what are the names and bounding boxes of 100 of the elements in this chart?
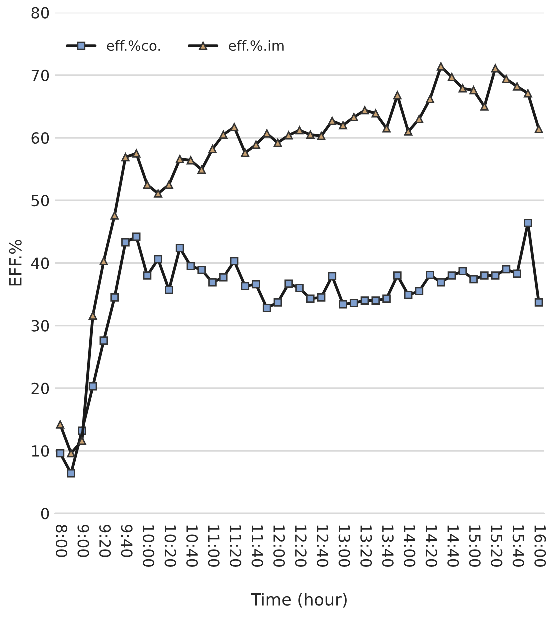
point — [491, 64, 500, 73]
point — [78, 436, 86, 446]
point — [382, 124, 391, 133]
point — [339, 121, 348, 130]
point — [230, 123, 239, 132]
point — [350, 299, 358, 308]
point — [328, 116, 337, 126]
point — [110, 293, 119, 302]
point — [154, 190, 163, 198]
x-tick-label: 9:20 — [100, 524, 112, 558]
point — [67, 469, 76, 478]
point — [208, 278, 217, 287]
point — [393, 91, 402, 100]
point — [502, 75, 511, 84]
point — [143, 272, 152, 280]
point — [524, 89, 532, 98]
point — [56, 420, 65, 429]
point — [415, 287, 424, 296]
y-tick-label: 30 — [32, 320, 50, 332]
point — [100, 336, 108, 346]
y-tick-label: 70 — [32, 70, 50, 82]
point — [306, 294, 315, 304]
y-tick-label: 10 — [32, 445, 50, 458]
point — [382, 294, 391, 304]
point — [219, 130, 228, 140]
point — [404, 290, 413, 300]
y-tick-label: 20 — [32, 382, 50, 394]
point — [176, 155, 184, 164]
x-tick-label: 13:40 — [382, 526, 394, 568]
x-tick-label: 14:20 — [426, 526, 438, 568]
point — [252, 140, 260, 150]
point — [262, 304, 272, 312]
point — [198, 266, 206, 274]
point — [328, 272, 337, 281]
point — [470, 86, 478, 95]
point — [132, 150, 141, 158]
point — [513, 270, 522, 278]
point — [176, 244, 184, 252]
point — [198, 166, 206, 174]
x-tick-label: 10:00 — [143, 526, 155, 568]
y-tick-label: 80 — [32, 7, 50, 19]
point — [339, 300, 348, 309]
y-tick-label: 40 — [31, 258, 50, 270]
legend-label: eff.%co. — [107, 40, 160, 52]
point — [317, 132, 326, 140]
x-tick-label: 9:40 — [121, 524, 133, 558]
point — [513, 82, 522, 91]
point — [122, 153, 130, 162]
point — [415, 115, 424, 124]
point — [165, 180, 174, 190]
point — [317, 293, 326, 302]
point — [88, 312, 98, 320]
x-tick-label: 13:20 — [360, 526, 372, 568]
point — [143, 180, 152, 190]
point — [480, 272, 489, 280]
x-tick-label: 10:40 — [186, 526, 198, 568]
point — [241, 148, 250, 158]
point — [350, 113, 358, 122]
point — [100, 257, 108, 266]
x-tick-label: 12:20 — [295, 526, 307, 568]
point — [458, 84, 468, 93]
point — [274, 138, 282, 148]
x-tick-label: 11:00 — [208, 526, 220, 568]
point — [252, 280, 260, 289]
x-tick-label: 12:00 — [274, 526, 286, 568]
point — [491, 272, 500, 280]
point — [534, 298, 544, 307]
point — [284, 131, 294, 140]
point — [165, 286, 174, 294]
point — [360, 106, 370, 115]
y-tick-label: 50 — [32, 195, 50, 207]
point — [360, 296, 370, 305]
y-axis-title: EFF.% — [9, 240, 22, 286]
point — [393, 272, 402, 280]
point — [296, 126, 304, 135]
x-tick-label: 14:00 — [404, 526, 416, 568]
point — [154, 255, 163, 264]
y-tick-label: 60 — [32, 132, 50, 144]
x-tick-label: 15:20 — [491, 526, 503, 568]
point — [534, 125, 544, 134]
point — [67, 449, 76, 458]
x-tick-label: 10:20 — [164, 526, 176, 568]
point — [219, 273, 228, 282]
point — [470, 275, 478, 284]
x-tick-label: 11:20 — [230, 526, 242, 568]
point — [404, 128, 413, 136]
point — [110, 211, 119, 220]
x-tick-label: 13:00 — [338, 526, 350, 568]
point — [502, 265, 511, 274]
point — [296, 284, 304, 292]
point — [426, 270, 434, 280]
point — [186, 156, 196, 165]
point — [480, 102, 489, 111]
point — [436, 62, 446, 71]
x-tick-label: 16:00 — [534, 526, 546, 568]
point — [56, 449, 65, 458]
legend-label: eff.%.im — [229, 40, 284, 52]
point — [284, 280, 294, 288]
x-tick-label: 11:40 — [252, 526, 264, 568]
point — [241, 282, 250, 291]
